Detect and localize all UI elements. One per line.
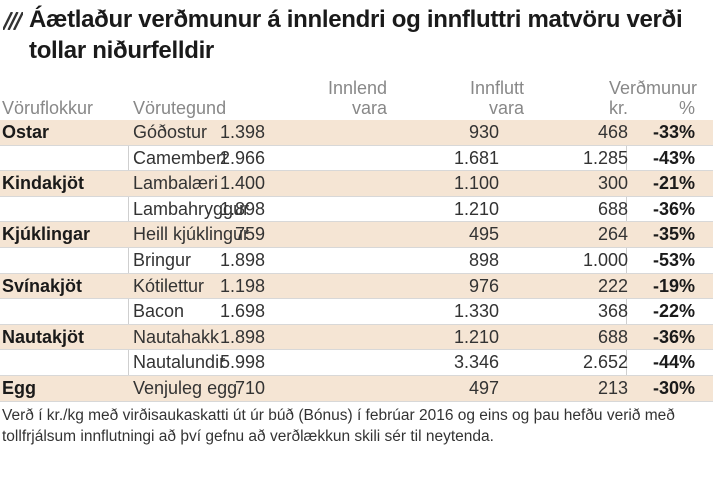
domestic-price-cell: 1.898 <box>219 326 265 347</box>
imported-price-cell: 1.210 <box>453 326 499 347</box>
diff-kr-cell: 688 <box>597 198 628 219</box>
category-cell: Nautakjöt <box>2 326 85 347</box>
domestic-price-cell: 1.898 <box>219 249 265 270</box>
type-cell: Heill kjúklingur <box>133 224 250 245</box>
diff-kr-cell: 688 <box>597 326 628 347</box>
imported-price-cell: 1.681 <box>453 147 499 168</box>
diff-kr-cell: 368 <box>597 301 628 322</box>
title-row: Áætlaður verðmunur á innlendri og innflu… <box>3 4 711 66</box>
imported-price-cell: 898 <box>468 249 499 270</box>
diff-kr-cell: 1.285 <box>582 147 628 168</box>
header-imported-line2: vara <box>488 98 524 118</box>
imported-price-cell: 1.330 <box>453 301 499 322</box>
header-imported-line1: Innflutt <box>469 78 524 98</box>
domestic-price-cell: 710 <box>234 377 265 398</box>
hatch-icon <box>3 12 23 30</box>
diff-pct-cell: -36% <box>652 198 695 219</box>
type-cell: Lambahryggur <box>133 198 250 219</box>
price-table: Ostar Góðostur 1.398 930 468 -33% Camemb… <box>0 120 713 402</box>
type-cell: Nautalundir <box>133 352 226 373</box>
diff-pct-cell: -53% <box>652 249 695 270</box>
header-type: Vörutegund <box>133 98 227 118</box>
type-cell: Góðostur <box>133 122 208 142</box>
table-row: Bacon 1.698 1.330 368 -22% <box>0 299 713 325</box>
table-row: Nautakjöt Nautahakk 1.898 1.210 688 -36% <box>0 324 713 351</box>
domestic-price-cell: 2.966 <box>219 147 265 168</box>
table-row: Kindakjöt Lambalæri 1.400 1.100 300 -21% <box>0 171 713 197</box>
imported-price-cell: 3.346 <box>453 352 499 373</box>
imported-price-cell: 497 <box>468 377 499 398</box>
table-row: Egg Venjuleg egg 710 497 213 -30% <box>0 375 713 402</box>
diff-pct-cell: -44% <box>652 352 695 373</box>
domestic-price-cell: 1.898 <box>219 198 265 219</box>
domestic-price-cell: 5.998 <box>219 352 265 373</box>
type-cell: Bacon <box>133 301 185 322</box>
diff-kr-cell: 468 <box>597 122 628 142</box>
header-diff-kr: kr. <box>608 98 628 118</box>
page-title: Áætlaður verðmunur á innlendri og innflu… <box>29 6 683 64</box>
domestic-price-cell: 1.400 <box>219 173 265 194</box>
header-diff-pct: % <box>678 98 695 118</box>
type-cell: Bringur <box>133 249 192 270</box>
type-cell: Venjuleg egg <box>133 377 238 398</box>
diff-kr-cell: 213 <box>597 377 628 398</box>
table-row: Camembert 2.966 1.681 1.285 -43% <box>0 146 713 172</box>
table-row: Kjúklingar Heill kjúklingur 759 495 264 … <box>0 222 713 248</box>
imported-price-cell: 1.100 <box>453 173 499 194</box>
column-divider <box>626 120 627 402</box>
header-domestic-line1: Innlend <box>327 78 387 98</box>
table-row: Bringur 1.898 898 1.000 -53% <box>0 248 713 274</box>
header-domestic-line2: vara <box>351 98 387 118</box>
domestic-price-cell: 1.698 <box>219 301 265 322</box>
imported-price-cell: 976 <box>468 275 499 296</box>
diff-pct-cell: -19% <box>652 275 695 296</box>
category-cell: Kjúklingar <box>2 224 91 245</box>
category-cell: Kindakjöt <box>2 173 85 194</box>
type-cell: Camembert <box>133 147 228 168</box>
column-divider <box>128 120 129 402</box>
header-diff-line1: Verðmunur <box>608 78 697 98</box>
imported-price-cell: 495 <box>468 224 499 245</box>
table-row: Ostar Góðostur 1.398 930 468 -33% <box>0 120 713 146</box>
diff-kr-cell: 222 <box>597 275 628 296</box>
diff-kr-cell: 2.652 <box>582 352 628 373</box>
category-cell: Svínakjöt <box>2 275 83 296</box>
table-row: Lambahryggur 1.898 1.210 688 -36% <box>0 197 713 223</box>
type-cell: Lambalæri <box>133 173 219 194</box>
diff-kr-cell: 264 <box>597 224 628 245</box>
diff-kr-cell: 300 <box>597 173 628 194</box>
diff-pct-cell: -35% <box>652 224 695 245</box>
diff-pct-cell: -36% <box>652 326 695 347</box>
domestic-price-cell: 1.198 <box>219 275 265 296</box>
diff-pct-cell: -43% <box>652 147 695 168</box>
diff-pct-cell: -21% <box>652 173 695 194</box>
header-category: Vöruflokkur <box>2 98 94 118</box>
type-cell: Nautahakk <box>133 326 220 347</box>
category-cell: Egg <box>2 377 36 398</box>
domestic-price-cell: 1.398 <box>219 122 265 142</box>
type-cell: Kótilettur <box>133 275 205 296</box>
table-row: Nautalundir 5.998 3.346 2.652 -44% <box>0 350 713 376</box>
diff-pct-cell: -30% <box>652 377 695 398</box>
domestic-price-cell: 759 <box>234 224 265 245</box>
diff-pct-cell: -22% <box>652 301 695 322</box>
table-row: Svínakjöt Kótilettur 1.198 976 222 -19% <box>0 273 713 300</box>
category-cell: Ostar <box>2 122 50 142</box>
imported-price-cell: 930 <box>468 122 499 142</box>
diff-kr-cell: 1.000 <box>582 249 628 270</box>
footnote: Verð í kr./kg með virðisaukaskatti út úr… <box>2 407 675 445</box>
imported-price-cell: 1.210 <box>453 198 499 219</box>
diff-pct-cell: -33% <box>652 122 695 142</box>
